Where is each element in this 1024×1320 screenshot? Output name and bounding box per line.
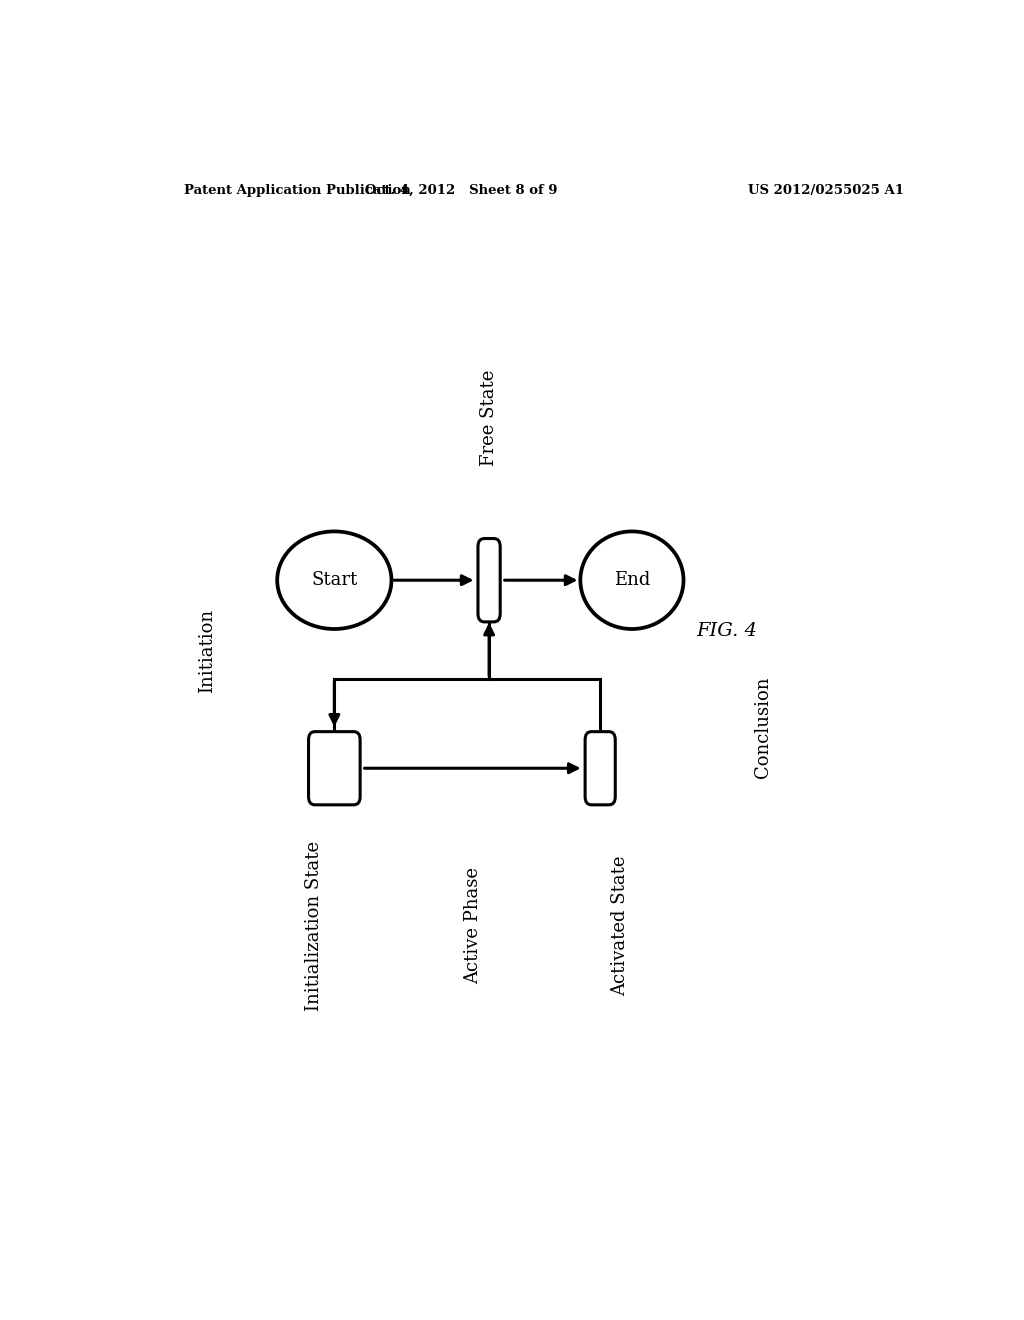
Text: Oct. 4, 2012   Sheet 8 of 9: Oct. 4, 2012 Sheet 8 of 9 [366, 183, 557, 197]
Text: Activated State: Activated State [611, 855, 629, 997]
Text: US 2012/0255025 A1: US 2012/0255025 A1 [749, 183, 904, 197]
Text: Patent Application Publication: Patent Application Publication [183, 183, 411, 197]
Text: Initiation: Initiation [199, 610, 216, 693]
Text: Free State: Free State [480, 370, 498, 466]
FancyBboxPatch shape [585, 731, 615, 805]
Text: End: End [613, 572, 650, 589]
Text: Start: Start [311, 572, 357, 589]
Text: Conclusion: Conclusion [754, 677, 772, 779]
Text: FIG. 4: FIG. 4 [696, 622, 758, 640]
FancyBboxPatch shape [308, 731, 360, 805]
Text: Active Phase: Active Phase [464, 867, 482, 985]
Text: Initialization State: Initialization State [305, 841, 324, 1011]
FancyBboxPatch shape [478, 539, 500, 622]
